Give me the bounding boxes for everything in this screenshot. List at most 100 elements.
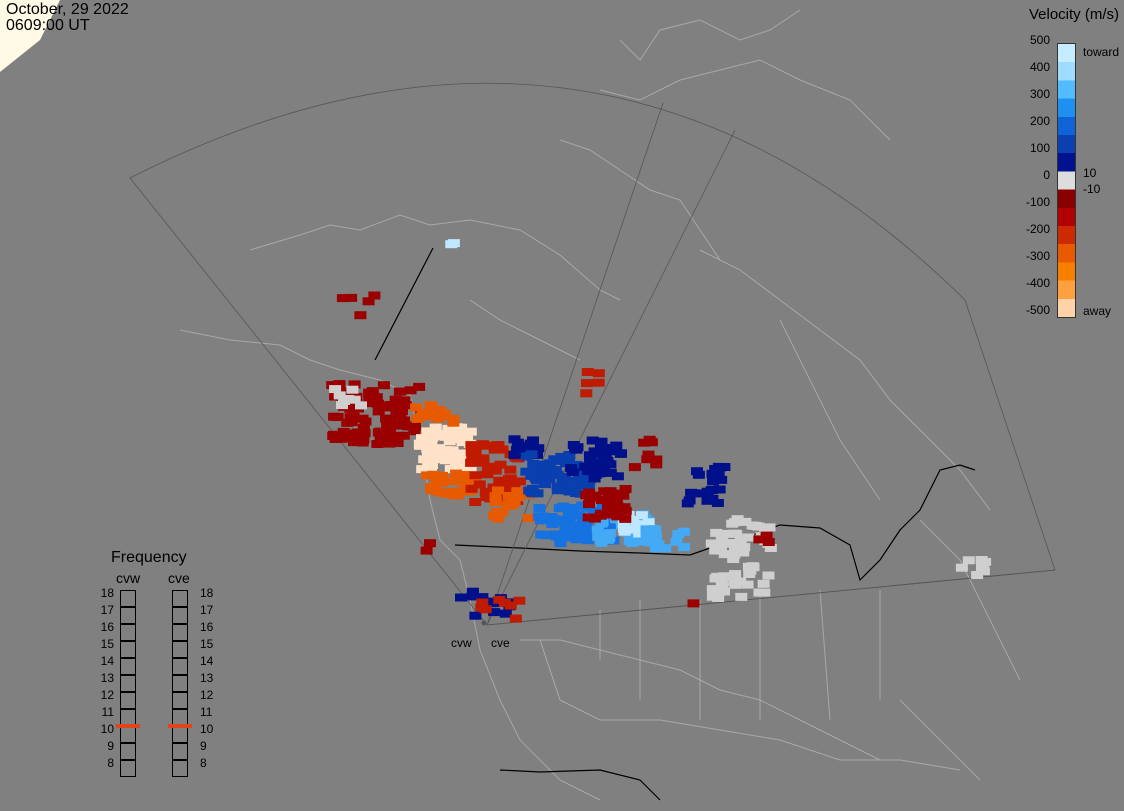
velocity-cell — [659, 544, 672, 553]
velocity-cell — [416, 465, 429, 474]
velocity-cell — [410, 403, 423, 412]
velocity-cell — [714, 542, 727, 551]
velocity-cell — [506, 494, 519, 503]
velocity-cell — [611, 489, 623, 498]
velocity-cell — [399, 401, 412, 410]
velocity-cell — [389, 395, 402, 404]
frequency-scale-label: 12 — [200, 688, 214, 702]
velocity-cell — [454, 463, 467, 472]
velocity-cell — [705, 486, 718, 494]
velocity-cell — [593, 469, 606, 478]
frequency-cell — [172, 641, 188, 658]
velocity-cell — [402, 422, 415, 431]
map-outlines — [179, 9, 1021, 801]
velocity-cell — [527, 459, 540, 468]
velocity-cell — [588, 514, 601, 523]
velocity-cell — [447, 418, 460, 427]
velocity-cell — [390, 406, 403, 415]
velocity-cell — [728, 550, 741, 559]
velocity-cell — [426, 433, 439, 442]
velocity-cell — [381, 418, 394, 426]
velocity-cell — [489, 441, 502, 450]
velocity-cell — [735, 592, 748, 601]
velocity-cell — [469, 471, 482, 480]
velocity-cell — [649, 544, 662, 553]
velocity-cell — [641, 455, 654, 464]
velocity-cell — [670, 537, 683, 546]
velocity-cell — [610, 441, 623, 450]
velocity-cell — [565, 521, 578, 530]
velocity-cell — [413, 382, 426, 391]
velocity-cell — [439, 432, 452, 441]
colorbar-tick-label: -200 — [1025, 222, 1050, 236]
velocity-cell — [455, 593, 467, 602]
velocity-cell — [398, 396, 411, 405]
velocity-cell — [764, 544, 777, 552]
frequency-scale-label: 8 — [200, 756, 207, 770]
velocity-cell — [527, 489, 540, 498]
velocity-cell — [543, 475, 556, 484]
velocity-cell — [443, 437, 456, 446]
velocity-cell — [559, 526, 572, 535]
frequency-scale-label: 15 — [100, 637, 114, 651]
velocity-cell — [520, 452, 533, 461]
colorbar-tick-label: 0 — [1043, 168, 1050, 182]
velocity-cell — [336, 294, 349, 303]
radar-label-west: cvw — [451, 636, 472, 650]
velocity-cell — [465, 441, 478, 450]
velocity-cell — [333, 391, 346, 400]
velocity-cell — [588, 474, 601, 483]
velocity-cell — [979, 557, 992, 566]
velocity-cell — [721, 539, 734, 548]
colorbar-away-label: away — [1083, 304, 1112, 318]
velocity-cell — [348, 395, 361, 404]
velocity-cell — [604, 487, 617, 496]
frequency-cell — [172, 607, 188, 624]
velocity-cell — [381, 403, 393, 412]
velocity-cell — [584, 492, 597, 501]
velocity-cell — [427, 470, 440, 479]
velocity-cell — [599, 535, 612, 544]
velocity-cell — [525, 471, 538, 480]
frequency-marker — [116, 724, 140, 728]
velocity-cell — [346, 385, 359, 394]
velocity-cell — [762, 571, 775, 580]
velocity-cell — [730, 544, 743, 553]
velocity-cell — [491, 508, 504, 517]
velocity-cell — [498, 598, 511, 607]
velocity-cell — [458, 471, 471, 479]
frequency-scale-label: 8 — [107, 756, 114, 770]
velocity-cell — [461, 464, 474, 473]
velocity-cell — [425, 401, 438, 410]
velocity-cell — [591, 525, 604, 534]
velocity-cell — [466, 592, 479, 601]
frequency-scale-label: 16 — [200, 620, 214, 634]
frequency-scale-label: 15 — [200, 637, 214, 651]
velocity-cell — [479, 605, 492, 614]
velocity-cell — [501, 501, 514, 510]
velocity-cell — [530, 466, 543, 475]
velocity-cell — [551, 456, 564, 465]
velocity-cell — [481, 470, 494, 479]
velocity-cell — [607, 519, 620, 528]
velocity-cell — [727, 555, 740, 563]
velocity-cell — [598, 487, 611, 496]
velocity-cell — [397, 431, 410, 440]
frequency-scale-label: 16 — [100, 620, 114, 634]
velocity-cell — [476, 593, 489, 602]
velocity-cell — [610, 497, 623, 506]
velocity-cell — [731, 515, 744, 524]
frequency-scale-label: 18 — [100, 586, 114, 600]
velocity-cell — [565, 464, 578, 473]
velocity-cell — [382, 437, 395, 446]
velocity-cell — [465, 458, 478, 467]
velocity-cell — [496, 445, 509, 454]
velocity-cell — [567, 441, 580, 449]
velocity-cell — [489, 498, 502, 507]
velocity-cell — [596, 518, 609, 527]
velocity-cell — [619, 485, 632, 493]
velocity-cell — [734, 537, 747, 546]
velocity-cell — [632, 520, 645, 529]
velocity-cell — [433, 488, 446, 497]
velocity-cell — [614, 449, 627, 458]
